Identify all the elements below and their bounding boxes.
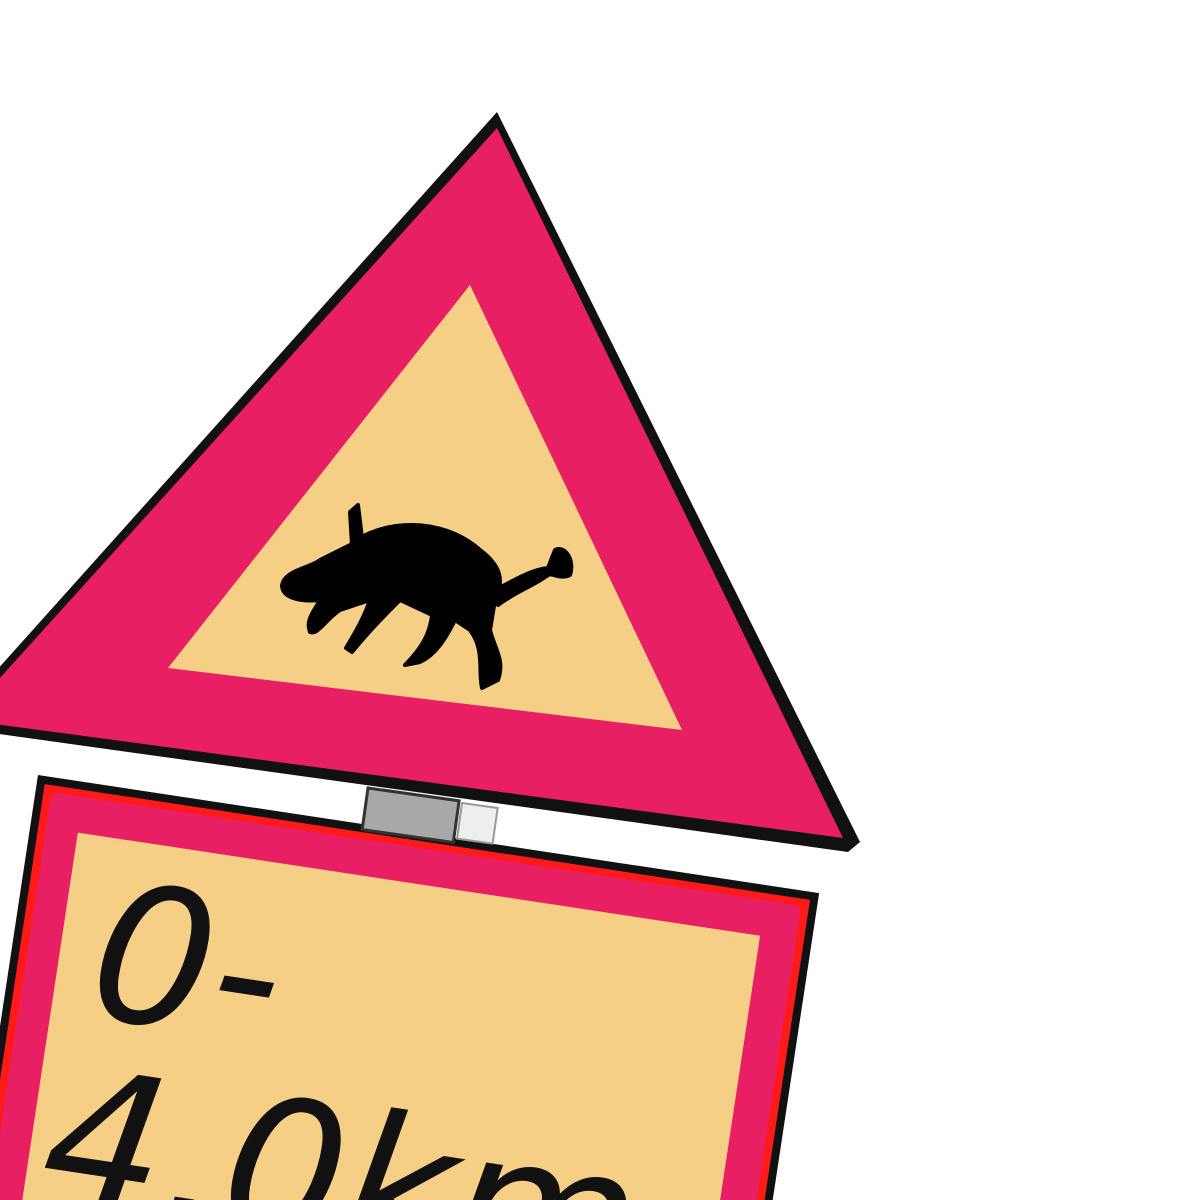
bracket-clip [455,801,499,845]
bracket-plate [360,786,461,845]
animal-icon [280,503,574,690]
triangle-panel [168,285,682,730]
distance-sign: 0- 4.0km [0,774,820,1200]
warning-sign [0,112,860,852]
bracket [360,786,499,845]
sign-panel [0,832,761,1200]
distance-line-1: 0- [78,841,298,1088]
